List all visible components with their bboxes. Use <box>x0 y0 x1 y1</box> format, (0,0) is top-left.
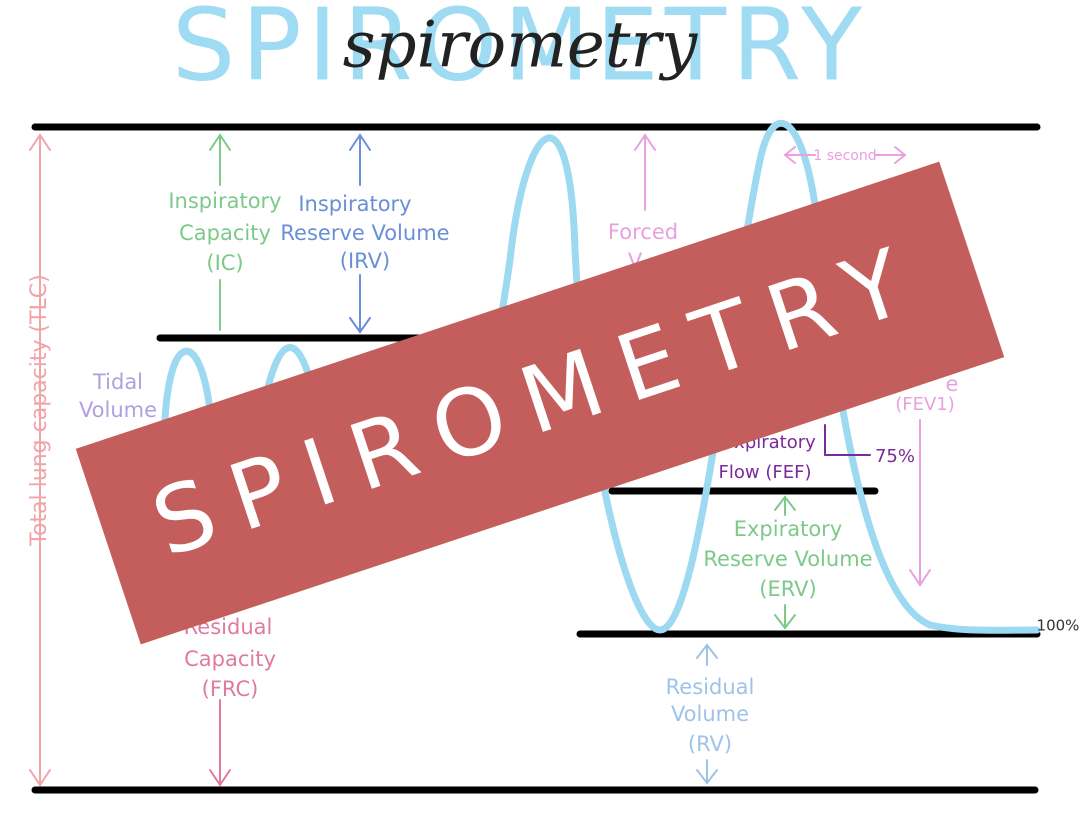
label: Inspiratory <box>168 189 281 213</box>
label-group: Inspiratory Reserve Volume (IRV) <box>280 192 449 273</box>
label: Volume <box>79 398 157 422</box>
label: Residual <box>666 675 755 699</box>
label: Expiratory <box>734 517 843 541</box>
label: Volume <box>671 702 749 726</box>
frc-arrow <box>209 699 231 787</box>
label: (IRV) <box>340 249 390 273</box>
label: Reserve Volume <box>280 221 449 245</box>
label: 1 second <box>813 148 876 164</box>
title: SPIROMETRY <box>172 0 868 103</box>
label: 100% <box>1037 617 1080 635</box>
label: e <box>946 372 959 396</box>
label: Capacity <box>179 221 271 245</box>
label: (RV) <box>688 732 732 756</box>
label: (IC) <box>206 251 243 275</box>
label: (ERV) <box>759 577 816 601</box>
fvc-arrow <box>634 133 931 587</box>
irv-arrow <box>349 133 371 334</box>
label: (FEV1) <box>895 394 955 415</box>
label: Capacity <box>184 647 276 671</box>
rv-arrow <box>696 643 718 785</box>
label: Inspiratory <box>298 192 411 216</box>
label-group: Residual Volume (RV) <box>666 675 755 756</box>
label: Flow (FEF) <box>719 462 812 483</box>
erv-arrow <box>774 495 796 630</box>
ic-arrow <box>209 133 231 331</box>
label-group: Residual Capacity (FRC) <box>184 615 276 701</box>
tlc-arrow <box>29 133 51 787</box>
label: 75% <box>875 446 915 467</box>
title-script: spirometry <box>343 9 698 83</box>
label-group: Tidal Volume <box>79 370 157 422</box>
label: Total lung capacity (TLC) <box>27 274 52 546</box>
fef-bracket <box>824 424 871 456</box>
label: Reserve Volume <box>703 547 872 571</box>
label: (FRC) <box>202 677 259 701</box>
label: Forced <box>608 220 678 244</box>
label: Tidal <box>92 370 143 394</box>
banner-box <box>75 161 1005 645</box>
label-group: Inspiratory Capacity (IC) Expiratory Res… <box>168 189 872 601</box>
